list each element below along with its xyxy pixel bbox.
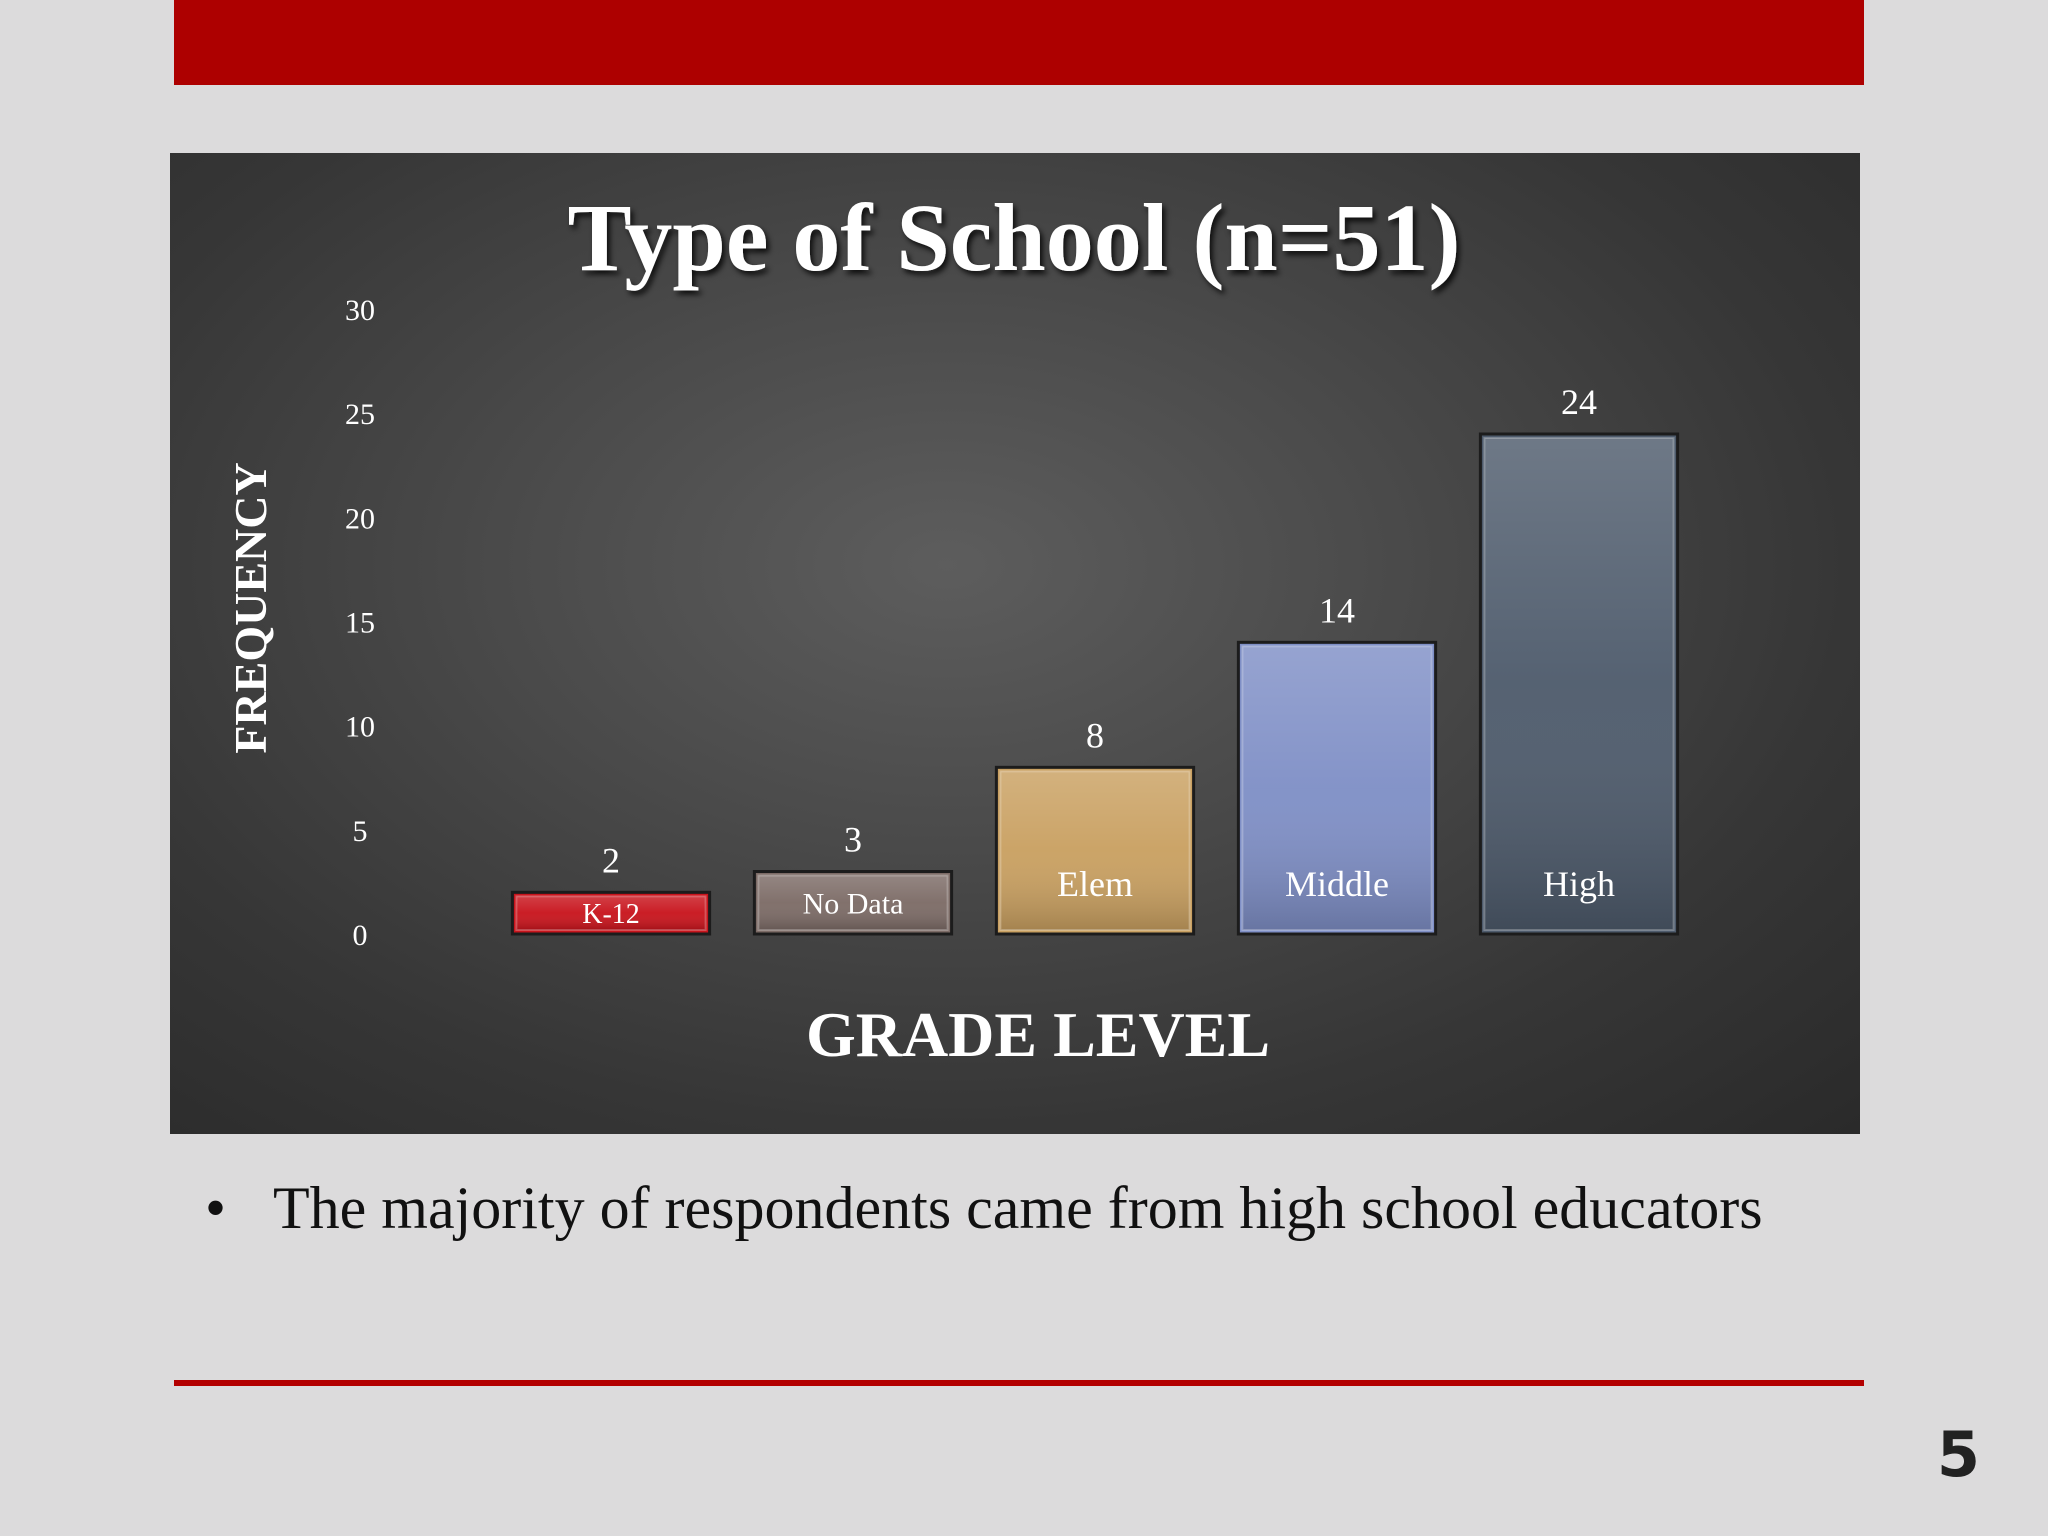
- bar-chart: Type of School (n=51) FREQUENCY GRADE LE…: [225, 184, 1680, 1070]
- y-axis-label: FREQUENCY: [225, 462, 276, 753]
- bullet-icon: •: [205, 1175, 227, 1241]
- bar-category-label: High: [1543, 864, 1615, 904]
- bar-value-label: 8: [1086, 715, 1104, 755]
- bar-value-label: 24: [1561, 382, 1597, 422]
- page-number: 5: [1936, 1418, 1980, 1491]
- bars: 2 K-12 3 No Data 8 Elem 14 Middle 24 High: [510, 382, 1680, 936]
- bar-value-label: 2: [602, 840, 620, 880]
- y-tick-label: 5: [353, 815, 368, 848]
- bar-highlight: [757, 874, 949, 931]
- y-tick-label: 10: [345, 711, 375, 744]
- bottom-divider: [174, 1380, 1864, 1386]
- bar-highlight: [1241, 645, 1433, 931]
- bar-highlight: [515, 895, 707, 931]
- y-axis-ticks: 0 5 10 15 20 25 30: [345, 294, 375, 952]
- y-tick-label: 30: [345, 294, 375, 327]
- bar-category-label: K-12: [582, 899, 640, 930]
- bar-category-label: Middle: [1285, 864, 1389, 904]
- bullet-point: • The majority of respondents came from h…: [205, 1168, 1855, 1248]
- x-axis-label: GRADE LEVEL: [806, 999, 1270, 1070]
- bar-value-label: 14: [1319, 590, 1355, 630]
- y-tick-label: 0: [353, 919, 368, 952]
- top-accent-bar: [174, 0, 1864, 85]
- bar-value-label: 3: [844, 820, 862, 860]
- chart-title: Type of School (n=51): [568, 184, 1461, 291]
- bar-highlight: [999, 770, 1191, 931]
- y-tick-label: 20: [345, 502, 375, 535]
- bar-highlight: [1483, 437, 1675, 931]
- y-tick-label: 25: [345, 398, 375, 431]
- bullet-text: The majority of respondents came from hi…: [273, 1175, 1763, 1241]
- y-tick-label: 15: [345, 607, 375, 640]
- chart-panel: Type of School (n=51) FREQUENCY GRADE LE…: [170, 153, 1860, 1134]
- bar-category-label: Elem: [1057, 864, 1133, 904]
- bar-category-label: No Data: [803, 888, 904, 921]
